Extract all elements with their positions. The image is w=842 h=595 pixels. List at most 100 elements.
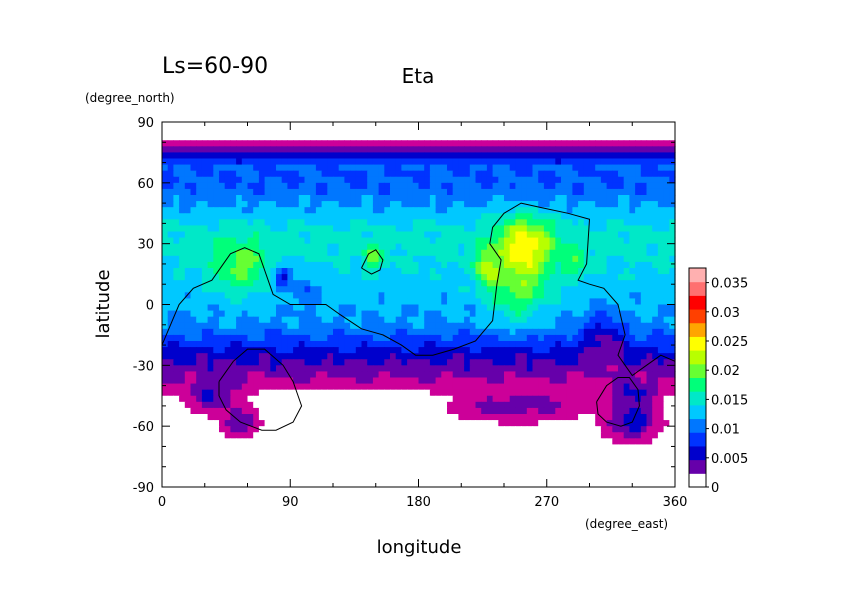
heatmap-cell <box>270 201 277 208</box>
heatmap-cell <box>521 128 528 135</box>
heatmap-cell <box>264 152 271 160</box>
heatmap-cell <box>635 371 642 379</box>
heatmap-cell <box>315 322 323 330</box>
heatmap-cell <box>498 407 505 415</box>
heatmap-cell <box>298 249 306 257</box>
heatmap-cell <box>333 219 340 227</box>
heatmap-cell <box>509 383 516 391</box>
heatmap-cell <box>635 407 642 415</box>
heatmap-cell <box>481 353 488 360</box>
heatmap-cell <box>338 231 345 239</box>
heatmap-cell <box>407 304 414 312</box>
heatmap-cell <box>350 219 357 227</box>
heatmap-cell <box>583 261 591 269</box>
heatmap-cell <box>276 188 283 196</box>
heatmap-cell <box>224 304 231 312</box>
heatmap-cell <box>327 158 334 166</box>
heatmap-cell <box>219 432 226 439</box>
heatmap-cell <box>606 347 613 354</box>
heatmap-cell <box>578 383 585 391</box>
heatmap-cell <box>424 140 431 147</box>
heatmap-cell <box>196 322 203 330</box>
heatmap-cell <box>412 395 420 403</box>
heatmap-cell <box>276 268 283 275</box>
heatmap-cell <box>179 243 186 251</box>
heatmap-cell <box>162 298 169 306</box>
heatmap-cell <box>441 395 448 403</box>
heatmap-cell <box>304 268 311 275</box>
heatmap-cell <box>504 341 511 348</box>
heatmap-cell <box>219 213 226 220</box>
heatmap-cell <box>401 134 408 141</box>
heatmap-cell <box>572 298 579 306</box>
heatmap-cell <box>549 322 556 330</box>
heatmap-cell <box>635 225 642 233</box>
heatmap-cell <box>424 170 431 178</box>
heatmap-cell <box>224 432 231 439</box>
heatmap-cell <box>504 140 511 147</box>
heatmap-cell <box>618 213 625 220</box>
heatmap-cell <box>498 122 505 129</box>
heatmap-cell <box>612 231 619 239</box>
heatmap-cell <box>583 395 591 403</box>
heatmap-cell <box>407 255 414 263</box>
heatmap-cell <box>355 401 363 409</box>
heatmap-cell <box>458 310 465 318</box>
heatmap-cell <box>293 255 300 263</box>
heatmap-cell <box>401 341 408 348</box>
heatmap-cell <box>669 395 676 403</box>
heatmap-cell <box>458 389 465 397</box>
heatmap-cell <box>241 280 249 287</box>
heatmap-cell <box>532 128 539 135</box>
heatmap-cell <box>270 255 277 263</box>
heatmap-cell <box>669 261 676 269</box>
heatmap-cell <box>452 280 459 287</box>
heatmap-cell <box>526 334 534 342</box>
heatmap-cell <box>452 334 459 342</box>
heatmap-cell <box>583 164 591 172</box>
heatmap-cell <box>276 176 283 184</box>
heatmap-cell <box>566 438 573 446</box>
heatmap-cell <box>435 170 442 178</box>
heatmap-cell <box>646 274 653 281</box>
heatmap-cell <box>486 316 494 324</box>
heatmap-cell <box>669 444 676 452</box>
heatmap-cell <box>281 450 288 458</box>
heatmap-cell <box>521 268 528 275</box>
heatmap-cell <box>458 146 465 154</box>
heatmap-cell <box>424 353 431 360</box>
heatmap-cell <box>258 128 266 135</box>
heatmap-cell <box>258 292 266 300</box>
heatmap-cell <box>418 395 425 403</box>
heatmap-cell <box>196 353 203 360</box>
heatmap-cell <box>167 152 174 160</box>
heatmap-cell <box>350 304 357 312</box>
heatmap-cell <box>418 432 425 439</box>
heatmap-cell <box>372 347 380 354</box>
heatmap-cell <box>401 182 408 190</box>
heatmap-cell <box>515 432 522 439</box>
heatmap-cell <box>669 286 676 293</box>
heatmap-cell <box>384 450 391 458</box>
heatmap-cell <box>230 298 237 306</box>
heatmap-cell <box>583 213 591 220</box>
heatmap-cell <box>447 188 454 196</box>
heatmap-cell <box>549 450 556 458</box>
heatmap-cell <box>298 243 306 251</box>
heatmap-cell <box>298 164 306 172</box>
heatmap-cell <box>293 395 300 403</box>
heatmap-cell <box>247 243 254 251</box>
heatmap-cell <box>640 438 648 446</box>
heatmap-cell <box>509 152 516 160</box>
heatmap-cell <box>162 371 169 379</box>
heatmap-cell <box>201 152 209 160</box>
heatmap-cell <box>486 310 494 318</box>
heatmap-cell <box>361 268 368 275</box>
heatmap-cell <box>606 444 613 452</box>
heatmap-cell <box>583 146 591 154</box>
heatmap-cell <box>310 268 317 275</box>
heatmap-cell <box>407 274 414 281</box>
heatmap-cell <box>600 407 608 415</box>
heatmap-cell <box>162 152 169 160</box>
heatmap-cell <box>384 401 391 409</box>
